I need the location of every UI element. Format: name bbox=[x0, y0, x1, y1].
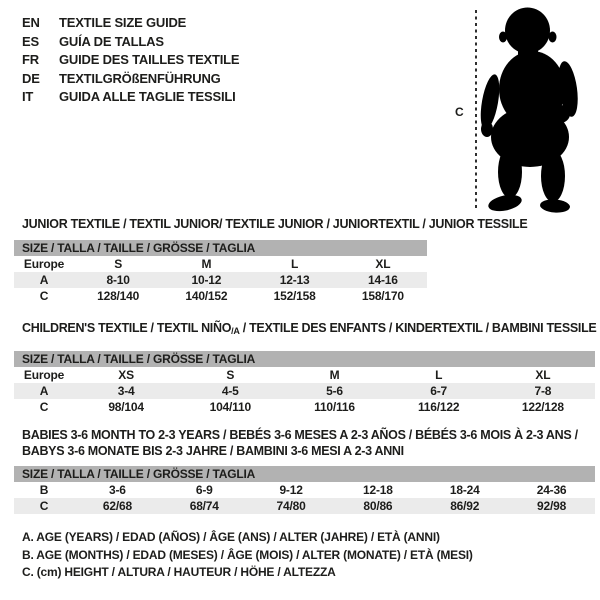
babies-title-line2: BABYS 3-6 MONATE BIS 2-3 JAHRE / BAMBINI… bbox=[22, 444, 404, 458]
table-cell: 74/80 bbox=[247, 498, 335, 514]
legend-label: TEXTILGRÖßENFÜHRUNG bbox=[59, 70, 221, 86]
footnote-b: B. AGE (MONTHS) / EDAD (MESES) / ÂGE (MO… bbox=[22, 547, 473, 562]
legend-label: TEXTILE SIZE GUIDE bbox=[59, 15, 187, 30]
title-subscript: /A bbox=[231, 326, 240, 336]
table-row-months: B 3-6 6-9 9-12 12-18 18-24 24-36 bbox=[14, 482, 595, 498]
table-row-age: A 3-4 4-5 5-6 6-7 7-8 bbox=[14, 383, 595, 399]
table-cell: 140/152 bbox=[185, 289, 228, 303]
table-row-europe: Europe XS S M L XL bbox=[14, 367, 595, 383]
table-row-height: C 128/140 140/152 152/158 158/170 bbox=[14, 288, 427, 304]
junior-textile-section: JUNIOR TEXTILE / TEXTIL JUNIOR/ TEXTILE … bbox=[14, 217, 528, 304]
table-cell: 6-9 bbox=[195, 483, 213, 497]
title-part: / TEXTILE DES ENFANTS / KINDERTEXTIL / B… bbox=[239, 321, 597, 335]
row-label: Europe bbox=[23, 257, 65, 271]
table-cell: L bbox=[435, 368, 443, 382]
legend-row-it: IT GUIDA ALLE TAGLIE TESSILI bbox=[22, 88, 239, 107]
childrens-size-table: SIZE / TALLA / TAILLE / GRÖSSE / TAGLIA … bbox=[14, 351, 595, 415]
size-header-band: SIZE / TALLA / TAILLE / GRÖSSE / TAGLIA bbox=[14, 466, 595, 482]
legend-row-de: DE TEXTILGRÖßENFÜHRUNG bbox=[22, 70, 239, 89]
table-cell: 4-5 bbox=[178, 383, 283, 399]
size-header-label: SIZE / TALLA / TAILLE / GRÖSSE / TAGLIA bbox=[14, 351, 595, 367]
row-label: Europe bbox=[23, 368, 65, 382]
table-row-height: C 62/68 68/74 74/80 80/86 86/92 92/98 bbox=[14, 498, 595, 514]
legend-code: ES bbox=[22, 33, 39, 49]
table-cell: 9-12 bbox=[279, 483, 303, 497]
measure-c-label: C bbox=[455, 105, 464, 119]
table-cell: 14-16 bbox=[338, 272, 427, 288]
size-header-label: SIZE / TALLA / TAILLE / GRÖSSE / TAGLIA bbox=[14, 466, 595, 482]
table-cell: 6-7 bbox=[386, 383, 491, 399]
height-dashed-line bbox=[475, 10, 477, 211]
table-cell: 116/122 bbox=[417, 400, 460, 414]
babies-size-table: SIZE / TALLA / TAILLE / GRÖSSE / TAGLIA … bbox=[14, 466, 595, 514]
table-cell: 80/86 bbox=[334, 498, 422, 514]
table-cell: 5-6 bbox=[282, 383, 387, 399]
legend-code: EN bbox=[22, 15, 40, 30]
babies-title-line1: BABIES 3-6 MONTH TO 2-3 YEARS / BEBÉS 3-… bbox=[22, 428, 578, 442]
table-cell: 3-6 bbox=[109, 483, 126, 497]
table-cell: M bbox=[329, 368, 340, 382]
childrens-textile-section: CHILDREN'S TEXTILE / TEXTIL NIÑO/A / TEX… bbox=[14, 321, 597, 415]
table-cell: XL bbox=[375, 257, 391, 271]
row-label: A bbox=[14, 272, 74, 288]
table-cell: 98/104 bbox=[108, 400, 144, 414]
table-cell: 110/116 bbox=[314, 400, 355, 414]
table-cell: XL bbox=[535, 368, 551, 382]
table-cell: 86/92 bbox=[421, 498, 509, 514]
toddler-silhouette-icon bbox=[480, 7, 578, 213]
size-header-band: SIZE / TALLA / TAILLE / GRÖSSE / TAGLIA bbox=[14, 351, 595, 367]
legend-label: GUÍA DE TALLAS bbox=[59, 33, 164, 49]
legend-row-fr: FR GUIDE DES TAILLES TEXTILE bbox=[22, 51, 240, 70]
junior-size-table: SIZE / TALLA / TAILLE / GRÖSSE / TAGLIA … bbox=[14, 240, 427, 304]
size-header-band: SIZE / TALLA / TAILLE / GRÖSSE / TAGLIA bbox=[14, 240, 427, 256]
table-cell: 158/170 bbox=[361, 289, 404, 303]
table-cell: 92/98 bbox=[508, 498, 595, 514]
height-measure-figure: C bbox=[450, 4, 598, 219]
babies-table-title: BABIES 3-6 MONTH TO 2-3 YEARS / BEBÉS 3-… bbox=[14, 427, 595, 459]
table-cell: 18-24 bbox=[449, 483, 480, 497]
table-cell: 104/110 bbox=[209, 400, 252, 414]
row-label: C bbox=[14, 498, 74, 514]
row-label: B bbox=[39, 483, 49, 497]
table-cell: 7-8 bbox=[490, 383, 595, 399]
table-cell: L bbox=[291, 257, 299, 271]
table-cell: 3-4 bbox=[74, 383, 179, 399]
row-label: C bbox=[39, 289, 49, 303]
legend-label: GUIDA ALLE TAGLIE TESSILI bbox=[59, 89, 236, 104]
table-cell: S bbox=[226, 368, 235, 382]
legend-row-es: ES GUÍA DE TALLAS bbox=[22, 33, 239, 52]
table-row-age: A 8-10 10-12 12-13 14-16 bbox=[14, 272, 427, 288]
row-label: C bbox=[39, 400, 49, 414]
size-header-label: SIZE / TALLA / TAILLE / GRÖSSE / TAGLIA bbox=[14, 240, 427, 256]
legend-label: GUIDE DES TAILLES TEXTILE bbox=[59, 52, 240, 67]
table-cell: M bbox=[201, 257, 212, 271]
legend-code: FR bbox=[22, 52, 39, 67]
babies-textile-section: BABIES 3-6 MONTH TO 2-3 YEARS / BEBÉS 3-… bbox=[14, 427, 595, 514]
table-cell: 62/68 bbox=[74, 498, 161, 514]
table-cell: 12-13 bbox=[250, 272, 339, 288]
table-row-height: C 98/104 104/110 110/116 116/122 122/128 bbox=[14, 399, 595, 415]
table-cell: S bbox=[114, 257, 123, 271]
footnote-c: C. (cm) HEIGHT / ALTURA / HAUTEUR / HÖHE… bbox=[22, 565, 336, 579]
table-cell: XS bbox=[118, 368, 134, 382]
legend-row-en: EN TEXTILE SIZE GUIDE bbox=[22, 14, 239, 33]
footnotes: A. AGE (YEARS) / EDAD (AÑOS) / ÂGE (ANS)… bbox=[22, 529, 473, 582]
childrens-table-title: CHILDREN'S TEXTILE / TEXTIL NIÑO/A / TEX… bbox=[14, 321, 597, 338]
language-legend: EN TEXTILE SIZE GUIDE ES GUÍA DE TALLAS … bbox=[22, 14, 240, 107]
table-cell: 128/140 bbox=[97, 289, 140, 303]
table-cell: 24-36 bbox=[536, 483, 567, 497]
table-cell: 122/128 bbox=[521, 400, 564, 414]
row-label: A bbox=[14, 383, 74, 399]
legend-code: IT bbox=[22, 89, 34, 104]
footnote-a: A. AGE (YEARS) / EDAD (AÑOS) / ÂGE (ANS)… bbox=[22, 530, 440, 544]
table-cell: 12-18 bbox=[363, 483, 393, 497]
table-row-europe: Europe S M L XL bbox=[14, 256, 427, 272]
table-cell: 10-12 bbox=[162, 272, 251, 288]
title-part: CHILDREN'S TEXTILE / TEXTIL NIÑO bbox=[22, 321, 232, 335]
table-cell: 8-10 bbox=[74, 272, 163, 288]
junior-table-title: JUNIOR TEXTILE / TEXTIL JUNIOR/ TEXTILE … bbox=[22, 217, 528, 231]
table-cell: 152/158 bbox=[273, 289, 316, 303]
table-cell: 68/74 bbox=[160, 498, 248, 514]
legend-code: DE bbox=[22, 70, 40, 86]
